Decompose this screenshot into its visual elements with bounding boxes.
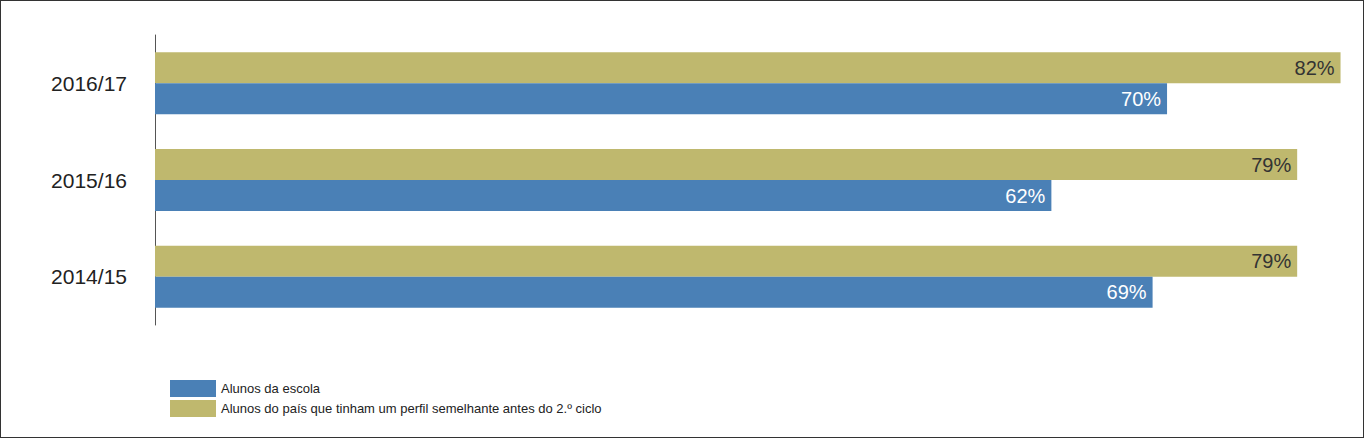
svg-text:70%: 70% [1121,88,1161,110]
svg-text:2014/15: 2014/15 [51,265,127,288]
svg-text:Alunos do país que tinham um p: Alunos do país que tinham um perfil seme… [221,401,602,416]
svg-text:69%: 69% [1107,281,1147,303]
svg-text:79%: 79% [1251,154,1291,176]
svg-text:79%: 79% [1251,250,1291,272]
svg-text:2016/17: 2016/17 [51,72,127,95]
svg-text:Alunos da escola: Alunos da escola [221,381,321,396]
svg-text:82%: 82% [1295,57,1335,79]
svg-text:2015/16: 2015/16 [51,169,127,192]
svg-text:62%: 62% [1005,185,1045,207]
